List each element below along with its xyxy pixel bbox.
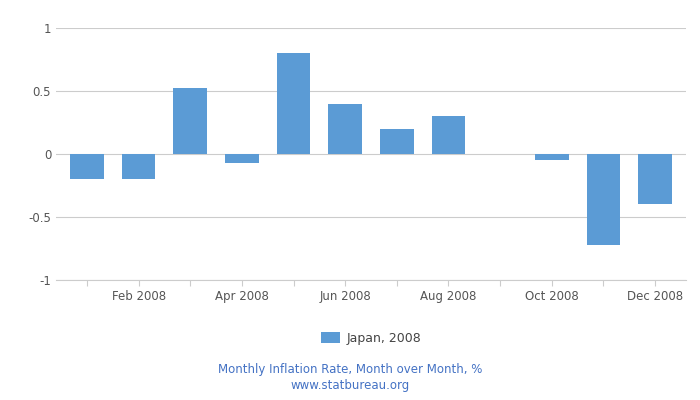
Bar [70,154,104,179]
Bar [225,154,259,163]
Bar [276,53,310,154]
Bar [328,104,362,154]
Bar [587,154,620,245]
Bar [174,88,207,154]
Bar [638,154,672,204]
Text: Monthly Inflation Rate, Month over Month, %: Monthly Inflation Rate, Month over Month… [218,364,482,376]
Bar [432,116,466,154]
Text: www.statbureau.org: www.statbureau.org [290,380,410,392]
Legend: Japan, 2008: Japan, 2008 [321,332,421,345]
Bar [535,154,568,160]
Bar [380,129,414,154]
Bar [122,154,155,179]
